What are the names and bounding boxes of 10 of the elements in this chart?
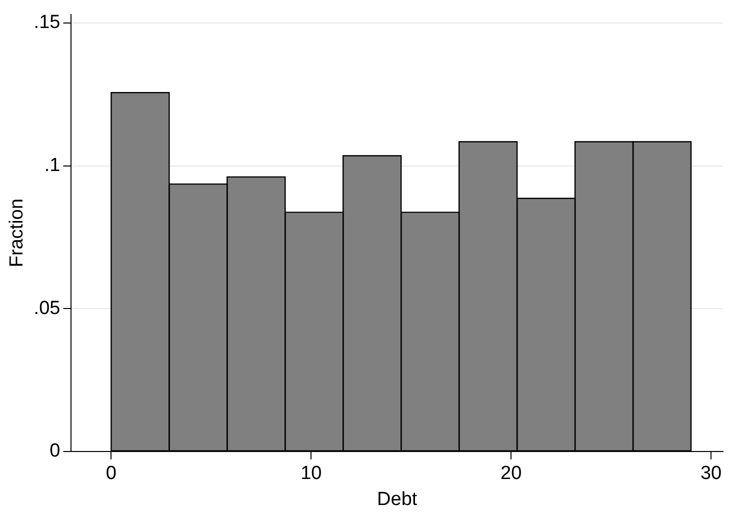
x-tick-label: 10: [300, 463, 322, 484]
y-tick-label: 0: [50, 440, 60, 462]
y-tick-label: .05: [34, 298, 60, 319]
y-axis-title: Fraction: [6, 198, 28, 268]
x-tick-label: 0: [106, 463, 116, 484]
y-tick-label: .15: [34, 12, 60, 34]
y-tick-label: .1: [44, 155, 60, 176]
x-tick-label: 30: [700, 463, 722, 484]
x-tick-label: 20: [500, 463, 522, 484]
x-axis-title: Debt: [377, 488, 418, 510]
